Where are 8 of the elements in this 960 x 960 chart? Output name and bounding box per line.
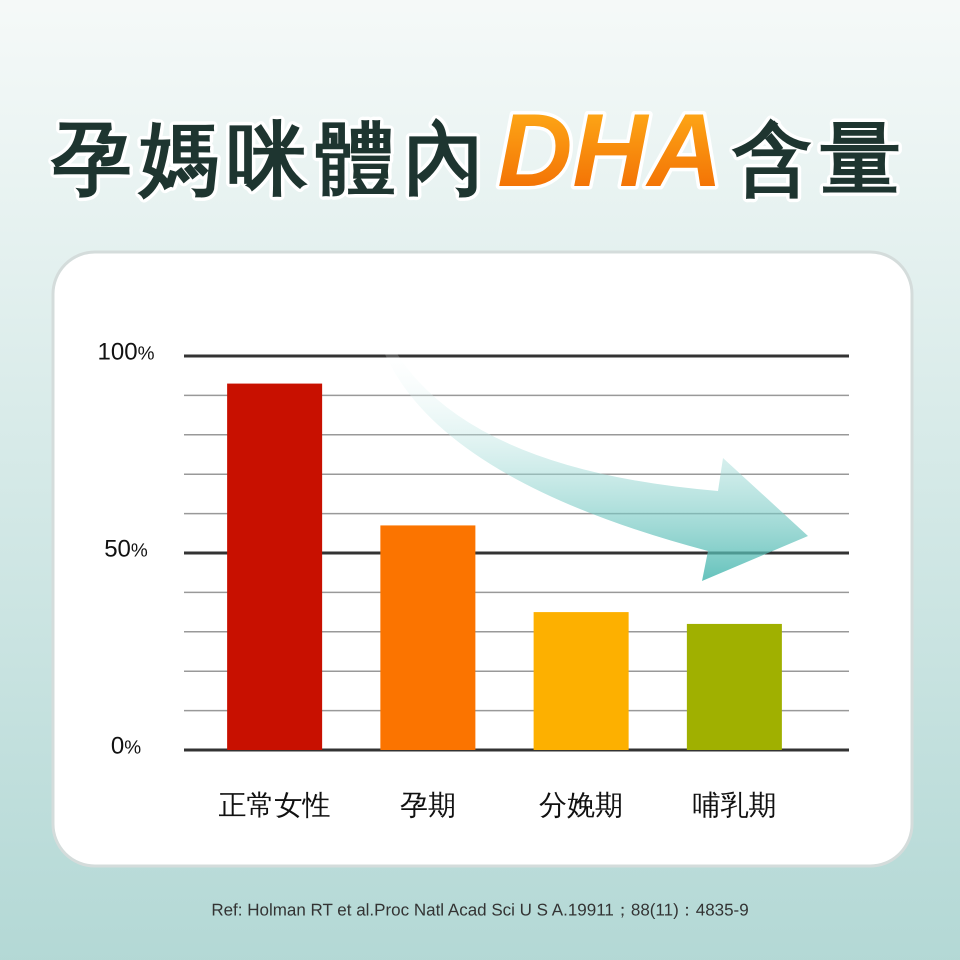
x-tick-label: 孕期 (400, 790, 456, 820)
x-tick-label: 哺乳期 (692, 790, 776, 820)
x-tick-label: 正常女性 (218, 790, 331, 820)
y-tick-label: 0% (110, 732, 142, 760)
x-tick-label: 分娩期 (539, 790, 624, 820)
text: Ref: Holman RT et al.Proc Natl Acad Sci U S A.19911；88(11)：4835-9 (211, 900, 749, 920)
y-tick-label: 50% (104, 536, 148, 562)
y-tick-label: 100% (98, 338, 155, 366)
